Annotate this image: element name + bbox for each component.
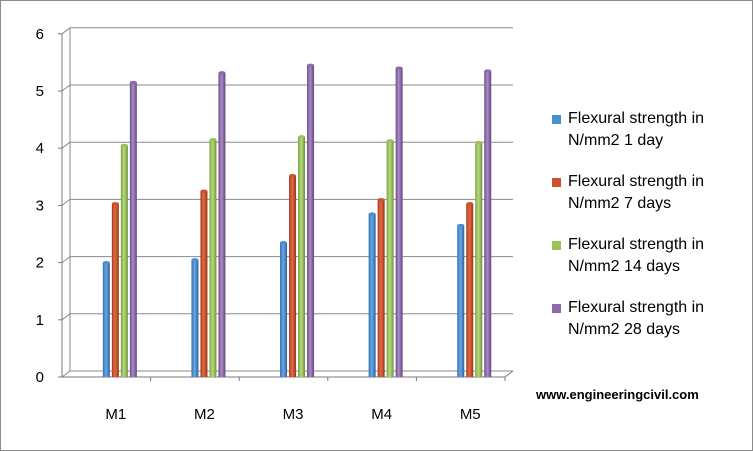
bar: [298, 136, 306, 377]
legend-label: Flexural strength in: [568, 110, 705, 127]
x-tick-label: M1: [105, 406, 126, 423]
bar-top: [457, 223, 465, 228]
bar-top: [129, 80, 137, 85]
y-tick-label: 4: [36, 140, 44, 157]
gridline-connector: [61, 198, 71, 206]
legend-label: N/mm2 7 days: [568, 195, 672, 212]
bar: [218, 72, 226, 378]
bar: [102, 262, 110, 377]
bar: [280, 242, 288, 377]
bar-top: [377, 198, 385, 202]
bar-top: [484, 69, 492, 73]
legend: Flexural strength in N/mm2 1 day Flexura…: [552, 108, 747, 360]
bar-top: [102, 261, 110, 265]
bar-top: [111, 202, 119, 206]
x-tick-label: M4: [371, 406, 392, 423]
bar-top: [386, 139, 394, 143]
bar-top: [209, 138, 217, 142]
floor-edge: [504, 370, 514, 378]
bar: [191, 259, 199, 377]
legend-label: Flexural strength in: [568, 299, 705, 316]
y-tick-label: 5: [36, 83, 44, 100]
bar: [475, 142, 483, 377]
y-tick-label: 6: [36, 26, 44, 43]
bar: [200, 191, 208, 377]
bar: [209, 139, 217, 377]
bar: [111, 203, 119, 377]
legend-swatch: [552, 304, 561, 313]
gridline-connector: [61, 313, 71, 321]
bar-top: [218, 71, 226, 75]
bars: [102, 63, 492, 378]
bar: [120, 145, 128, 377]
y-tick-label: 0: [36, 369, 44, 386]
bar-top: [280, 240, 288, 245]
legend-item: Flexural strength in N/mm2 14 days: [552, 234, 747, 297]
gridline-connector: [61, 141, 71, 149]
bar-top: [191, 258, 199, 262]
bar-top: [289, 174, 297, 178]
legend-label: Flexural strength in: [568, 236, 705, 253]
legend-item: Flexural strength in N/mm2 28 days: [552, 297, 747, 360]
legend-swatch: [552, 178, 561, 187]
gridline-connector: [61, 256, 71, 264]
legend-label: N/mm2 28 days: [568, 321, 681, 338]
y-tick-label: 1: [36, 312, 44, 329]
watermark-text: www.engineeringcivil.com: [536, 387, 699, 402]
bar: [466, 203, 474, 377]
legend-label: N/mm2 1 day: [568, 132, 664, 149]
bar: [457, 225, 465, 377]
x-tick-label: M3: [283, 406, 304, 423]
bar-top: [200, 189, 208, 193]
x-tick-label: M2: [194, 406, 215, 423]
bar-top: [120, 143, 128, 147]
bar-top: [466, 202, 474, 206]
gridline-connector: [61, 27, 71, 35]
bar: [129, 82, 137, 378]
bar-top: [298, 135, 306, 139]
gridline-connector: [61, 370, 71, 378]
legend-label: N/mm2 14 days: [568, 258, 681, 275]
bar-top: [307, 63, 315, 67]
bar: [386, 140, 394, 377]
legend-label: Flexural strength in: [568, 173, 705, 190]
bar-top: [395, 66, 403, 70]
bar-top: [475, 140, 483, 145]
bar-top: [368, 212, 376, 216]
bar: [307, 65, 315, 377]
bar: [395, 68, 403, 378]
bar: [289, 175, 297, 377]
y-tick-label: 3: [36, 197, 44, 214]
tick-labels: 0 1 2 3 4 5 6 M1 M2 M3 M4 M5: [36, 26, 481, 423]
legend-item: Flexural strength in N/mm2 7 days: [552, 171, 747, 234]
legend-item: Flexural strength in N/mm2 1 day: [552, 108, 747, 171]
bar: [377, 199, 385, 377]
gridline-connector: [61, 84, 71, 92]
legend-swatch: [552, 115, 561, 124]
bar: [368, 213, 376, 377]
y-tick-label: 2: [36, 255, 44, 272]
legend-swatch: [552, 241, 561, 250]
gridlines: [61, 27, 513, 378]
bar: [484, 70, 492, 377]
x-tick-label: M5: [460, 406, 481, 423]
